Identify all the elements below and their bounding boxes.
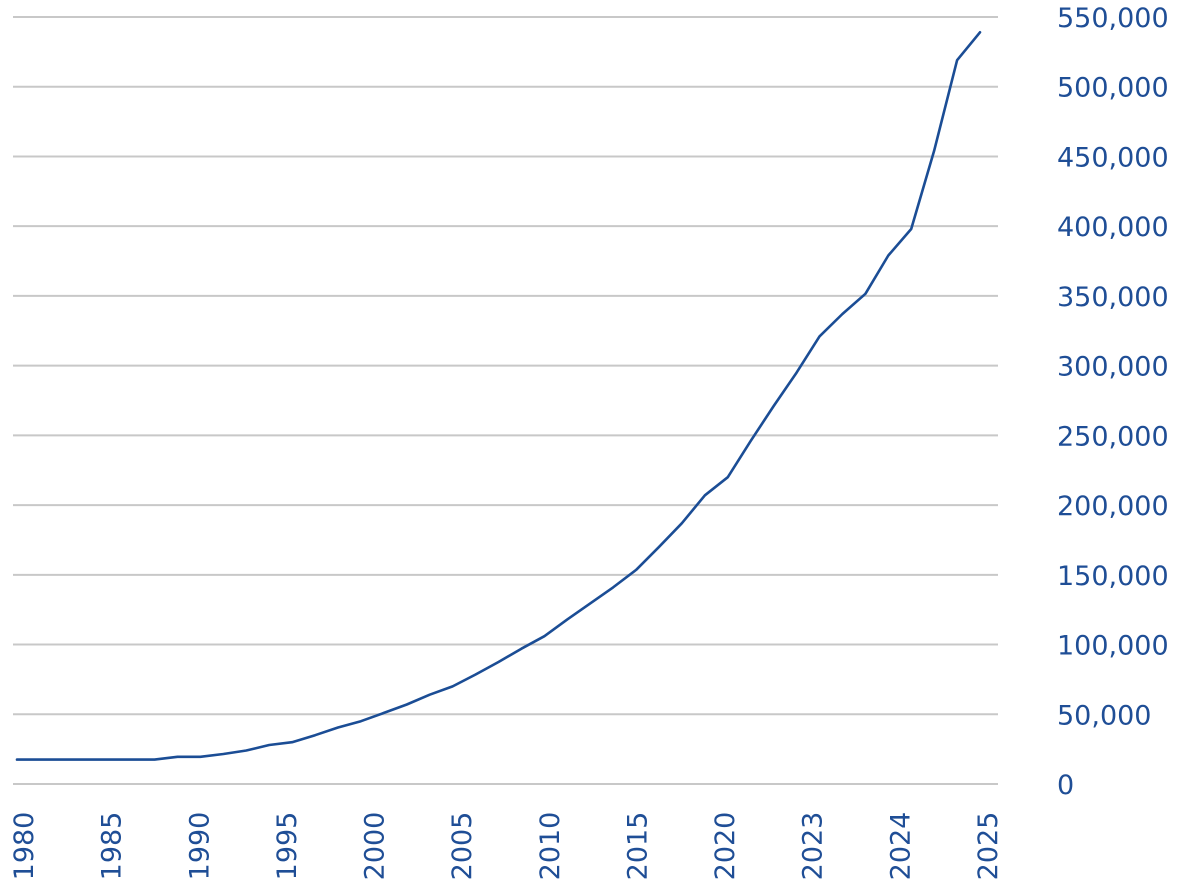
x-tick-label: 1980 xyxy=(9,812,40,881)
x-tick-label: 2005 xyxy=(447,812,478,881)
y-tick-label: 300,000 xyxy=(1057,352,1169,383)
x-tick-label: 2020 xyxy=(710,812,741,881)
series-layer xyxy=(15,30,982,761)
x-tick-label: 2015 xyxy=(622,812,653,881)
x-tick-label: 2000 xyxy=(360,812,391,881)
y-tick-label: 50,000 xyxy=(1057,700,1151,731)
y-tick-label: 100,000 xyxy=(1057,631,1169,662)
y-tick-label: 250,000 xyxy=(1057,421,1169,452)
y-tick-label: 0 xyxy=(1057,770,1074,801)
series-line xyxy=(15,30,982,761)
y-tick-label: 500,000 xyxy=(1057,73,1169,104)
x-axis-ticks: 1980 1985 1990 1995 2000 2005 2010 2015 2020 2023… xyxy=(9,812,1004,881)
y-axis-ticks: 0 50,000 100,000 150,000 200,000 250,000 300,0… xyxy=(1057,3,1169,801)
y-tick-label: 400,000 xyxy=(1057,212,1169,243)
x-tick-label: 2024 xyxy=(885,812,916,881)
y-tick-label: 550,000 xyxy=(1057,3,1169,34)
x-tick-label: 1985 xyxy=(97,812,128,881)
gridlines xyxy=(13,16,998,785)
y-tick-label: 150,000 xyxy=(1057,561,1169,592)
y-tick-label: 200,000 xyxy=(1057,491,1169,522)
y-tick-label: 450,000 xyxy=(1057,142,1169,173)
x-tick-label: 2023 xyxy=(798,812,829,881)
x-tick-label: 2010 xyxy=(535,812,566,881)
x-tick-label: 1990 xyxy=(184,812,215,881)
x-tick-label: 1995 xyxy=(272,812,303,881)
x-tick-label: 2025 xyxy=(973,812,1004,881)
y-tick-label: 350,000 xyxy=(1057,282,1169,313)
